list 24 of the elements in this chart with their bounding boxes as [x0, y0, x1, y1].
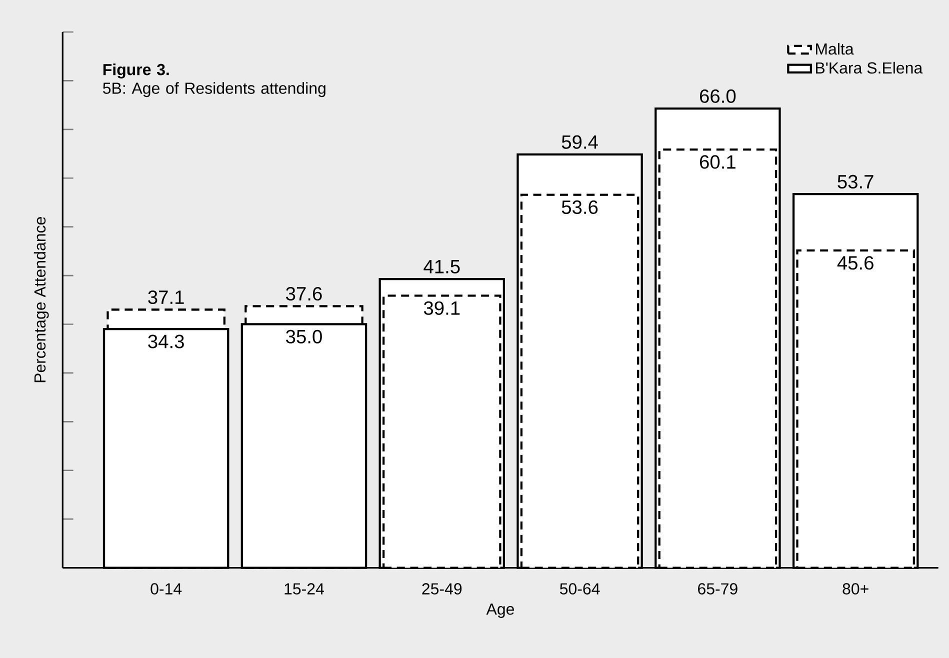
data-label: 60.1	[700, 154, 736, 169]
y-axis-title: Percentage Attendance	[34, 216, 49, 382]
data-label: 45.6	[837, 256, 874, 270]
data-label: 39.1	[424, 301, 460, 315]
data-label: 37.6	[286, 286, 322, 300]
data-label: 59.4	[562, 135, 598, 149]
legend-label: Malta	[816, 42, 854, 54]
data-label: 41.5	[424, 260, 460, 274]
data-label: 66.0	[700, 89, 736, 103]
text: 5B: Age of Residents attending	[103, 82, 326, 97]
x-axis-title: Age	[486, 603, 514, 618]
data-label: 37.1	[148, 290, 184, 304]
x-tick-label: 80+	[842, 582, 868, 594]
legend-label: B'Kara S.Elena	[816, 62, 923, 74]
x-tick-label: 50-64	[560, 582, 600, 594]
data-label: 34.3	[148, 334, 184, 348]
x-tick-label: 65-79	[698, 582, 738, 594]
data-label: 53.6	[562, 200, 598, 214]
data-label: 35.0	[286, 330, 322, 344]
text: Figure 3.	[103, 63, 169, 78]
x-tick-label: 0-14	[150, 582, 182, 594]
x-tick-label: 15-24	[284, 582, 324, 594]
data-label: 53.7	[838, 174, 874, 188]
x-tick-label: 25-49	[422, 582, 462, 594]
